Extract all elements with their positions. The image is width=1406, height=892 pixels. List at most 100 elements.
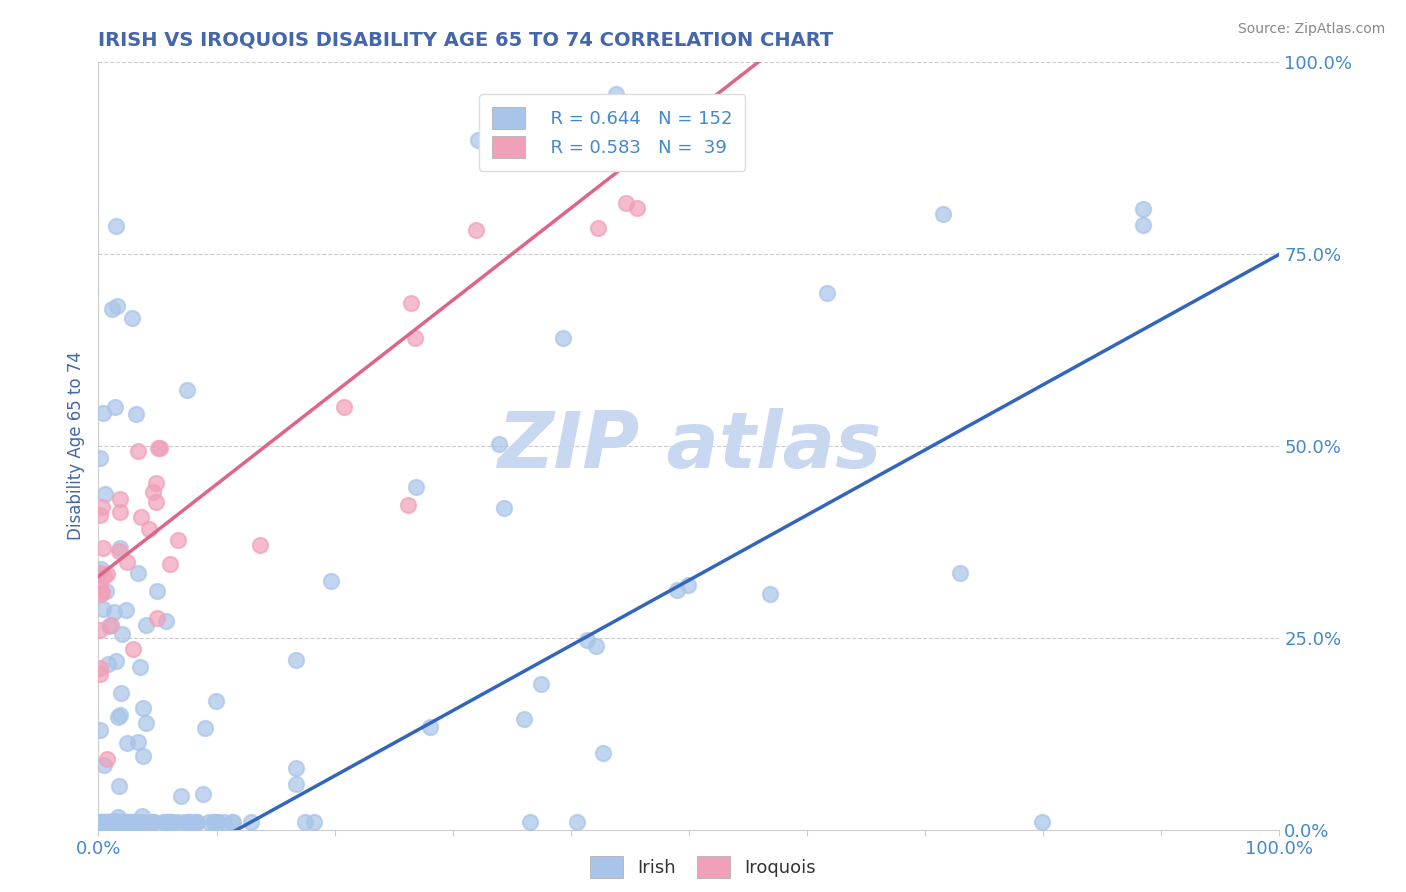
Point [614,196,637,211]
Point [131,809,153,823]
Point [145,495,167,509]
Point [159,557,181,571]
Point [93,569,115,583]
Point [132,749,155,764]
Point [108,779,131,793]
Point [100,618,122,632]
Point [117,814,139,829]
Point [294,814,316,829]
Point [91,601,114,615]
Point [108,543,131,558]
Point [205,693,228,707]
Point [284,653,307,667]
Point [141,814,163,829]
Point [100,814,122,829]
Point [592,746,614,760]
Point [91,814,114,829]
Point [167,533,190,547]
Point [157,814,180,829]
Point [153,814,176,829]
Text: ZIP atlas: ZIP atlas [496,408,882,484]
Point [89,566,111,580]
Point [94,584,117,599]
Point [115,736,138,750]
Point [112,814,135,829]
Point [125,408,148,422]
Point [205,814,228,829]
Point [146,611,169,625]
Point [159,814,181,829]
Point [375,45,398,60]
Point [285,761,308,775]
Point [114,603,136,617]
Point [89,451,111,466]
Point [184,814,207,829]
Point [101,814,124,829]
Point [184,814,207,829]
Point [91,500,114,514]
Point [90,586,112,600]
Point [89,667,111,681]
Point [419,720,441,734]
Point [249,537,271,551]
Point [98,814,121,829]
Point [93,758,115,772]
Point [128,814,150,829]
Point [530,677,553,691]
Point [121,814,143,829]
Point [157,814,180,829]
Point [134,814,156,829]
Point [97,814,120,829]
Legend:   R = 0.644   N = 152,   R = 0.583   N =  39: R = 0.644 N = 152, R = 0.583 N = 39 [479,95,745,171]
Point [132,701,155,715]
Point [145,476,167,491]
Point [160,814,183,829]
Point [121,642,143,657]
Point [142,814,165,829]
Point [565,814,588,829]
Point [110,814,132,829]
Point [103,814,125,829]
Point [105,814,128,829]
Point [89,814,111,829]
Point [169,789,191,803]
Point [1132,202,1154,216]
Point [118,814,141,829]
Point [333,401,356,415]
Point [194,722,217,736]
Point [135,715,157,730]
Point [198,814,221,829]
Point [98,814,121,829]
Point [110,814,132,829]
Point [107,709,129,723]
Point [90,814,112,829]
Point [118,814,141,829]
Text: IRISH VS IROQUOIS DISABILITY AGE 65 TO 74 CORRELATION CHART: IRISH VS IROQUOIS DISABILITY AGE 65 TO 7… [98,30,834,50]
Point [285,777,308,791]
Point [319,574,342,588]
Point [101,814,124,829]
Point [98,814,121,829]
Point [122,814,145,829]
Point [399,296,422,310]
Point [89,508,111,523]
Point [200,17,222,31]
Point [91,406,114,420]
Point [221,814,243,829]
Point [96,752,118,766]
Point [105,654,128,668]
Y-axis label: Disability Age 65 to 74: Disability Age 65 to 74 [67,351,86,541]
Point [148,441,170,455]
Point [179,814,201,829]
Point [152,814,174,829]
Point [124,814,146,829]
Point [105,814,128,829]
Point [488,437,510,451]
Point [107,810,129,824]
Point [129,659,152,673]
Point [464,223,486,237]
Point [186,814,208,829]
Point [98,619,121,633]
Point [97,657,120,672]
Point [404,331,426,345]
